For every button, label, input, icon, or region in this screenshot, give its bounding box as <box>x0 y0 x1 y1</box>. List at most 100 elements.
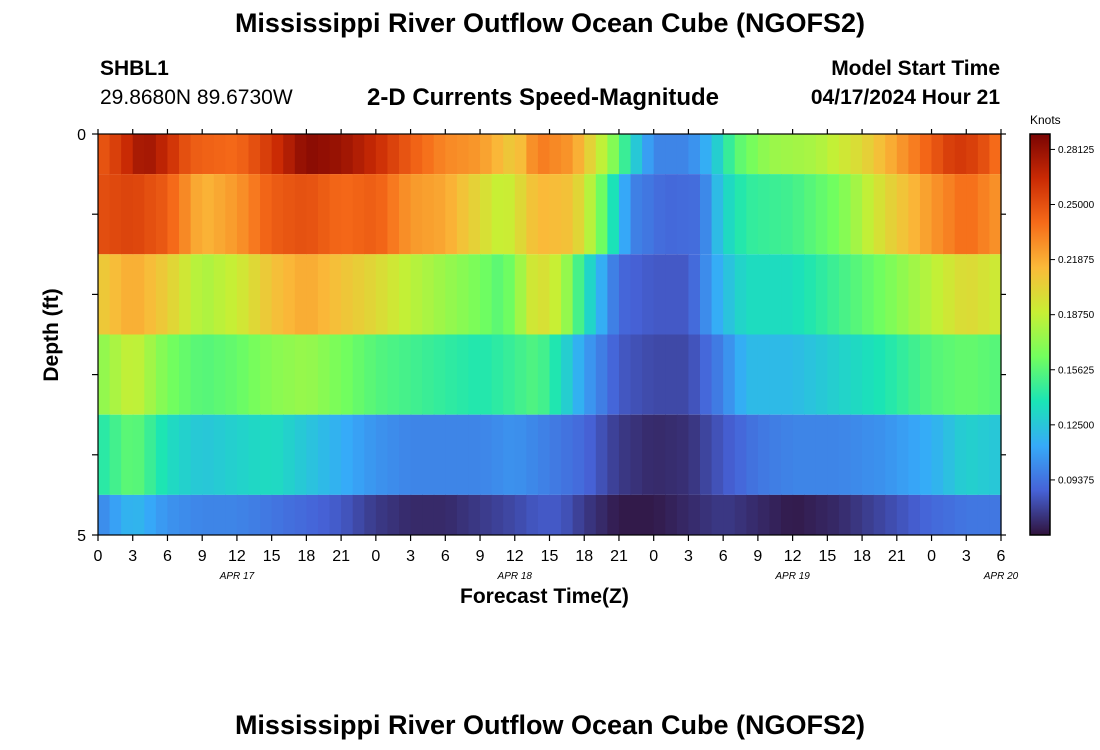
heatmap-cell <box>190 134 203 175</box>
heatmap-cell <box>769 414 782 495</box>
heatmap-cell <box>792 174 805 255</box>
heatmap-cell <box>306 254 319 335</box>
heatmap-cell <box>491 134 504 175</box>
heatmap-cell <box>236 494 250 535</box>
heatmap-cell <box>908 174 921 255</box>
heatmap-cell <box>630 254 643 335</box>
heatmap-cell <box>329 134 342 175</box>
heatmap-cell <box>931 494 944 535</box>
station-id: SHBL1 <box>100 57 169 80</box>
heatmap-cell <box>121 494 134 535</box>
heatmap-cell <box>537 414 551 495</box>
x-tick-label: 21 <box>610 548 628 565</box>
heatmap-cell <box>456 494 470 535</box>
heatmap-cell <box>352 414 365 495</box>
heatmap-cell <box>468 254 481 335</box>
heatmap-cell <box>317 174 331 255</box>
heatmap-cell <box>225 254 238 335</box>
heatmap-cell <box>653 174 666 255</box>
heatmap-cell <box>352 254 365 335</box>
heatmap-cell <box>862 254 875 335</box>
heatmap-cell <box>179 334 192 415</box>
heatmap-cell <box>480 494 493 535</box>
heatmap-cell <box>445 134 458 175</box>
heatmap-cell <box>688 174 701 255</box>
heatmap-cell <box>514 254 527 335</box>
heatmap-cell <box>757 414 771 495</box>
heatmap-cell <box>723 494 736 535</box>
heatmap-cell <box>503 174 516 255</box>
heatmap-cell <box>781 414 794 495</box>
heatmap-cell <box>283 174 296 255</box>
heatmap-cell <box>931 134 944 175</box>
heatmap-cell <box>630 334 643 415</box>
heatmap-cell <box>630 414 643 495</box>
heatmap-cell <box>850 334 863 415</box>
heatmap-cell <box>804 494 817 535</box>
heatmap-cell <box>943 174 956 255</box>
heatmap-cell <box>213 174 226 255</box>
heatmap-layers <box>98 134 1002 535</box>
heatmap-cell <box>271 414 284 495</box>
heatmap-cell <box>248 134 261 175</box>
heatmap-cell <box>618 414 632 495</box>
heatmap-cell <box>850 414 863 495</box>
heatmap-cell <box>838 414 852 495</box>
heatmap-cell <box>248 174 261 255</box>
heatmap-cell <box>341 494 354 535</box>
x-tick-label: 12 <box>784 548 802 565</box>
heatmap-cell <box>248 414 261 495</box>
x-tick-label: 3 <box>406 548 415 565</box>
heatmap-cell <box>908 414 921 495</box>
heatmap-cell <box>445 174 458 255</box>
heatmap-cell <box>179 174 192 255</box>
heatmap-cell <box>595 134 608 175</box>
heatmap-cell <box>503 414 516 495</box>
heatmap-cell <box>700 494 713 535</box>
heatmap-cell <box>977 254 991 335</box>
heatmap-cell <box>873 134 886 175</box>
heatmap-cell <box>109 134 122 175</box>
colorbar-tick-label: 0.28125 <box>1058 145 1095 156</box>
heatmap-cell <box>642 494 655 535</box>
heatmap-cell <box>618 494 632 535</box>
heatmap-cell <box>387 254 400 335</box>
heatmap-cell <box>572 414 585 495</box>
heatmap-cell <box>642 254 655 335</box>
heatmap-cell <box>306 494 319 535</box>
heatmap-cell <box>132 494 145 535</box>
y-tick-label: 0 <box>77 127 86 144</box>
heatmap-cell <box>294 134 307 175</box>
heatmap-cell <box>943 134 956 175</box>
heatmap-cell <box>862 174 875 255</box>
heatmap-cell <box>364 254 377 335</box>
heatmap-cell <box>827 494 840 535</box>
heatmap-cell <box>734 134 747 175</box>
heatmap-cell <box>815 174 828 255</box>
heatmap-cell <box>561 494 574 535</box>
heatmap-cell <box>595 254 608 335</box>
heatmap-cell <box>121 414 134 495</box>
heatmap-cell <box>584 414 597 495</box>
heatmap-cell <box>885 494 898 535</box>
heatmap-cell <box>977 134 991 175</box>
heatmap-cell <box>723 414 736 495</box>
heatmap-cell <box>213 334 226 415</box>
colorbar-unit-label: Knots <box>1030 113 1061 127</box>
heatmap-cell <box>387 334 400 415</box>
heatmap-cell <box>410 334 423 415</box>
heatmap-cell <box>931 174 944 255</box>
heatmap-cell <box>815 134 828 175</box>
heatmap-cell <box>977 334 991 415</box>
heatmap-cell <box>815 254 828 335</box>
heatmap-cell <box>375 494 389 535</box>
heatmap-cell <box>792 134 805 175</box>
heatmap-cell <box>688 134 701 175</box>
heatmap-cell <box>480 254 493 335</box>
heatmap-cell <box>109 174 122 255</box>
heatmap-cell <box>688 494 701 535</box>
heatmap-cell <box>167 174 180 255</box>
heatmap-cell <box>850 134 863 175</box>
heatmap-cell <box>213 494 226 535</box>
heatmap-cell <box>109 414 122 495</box>
